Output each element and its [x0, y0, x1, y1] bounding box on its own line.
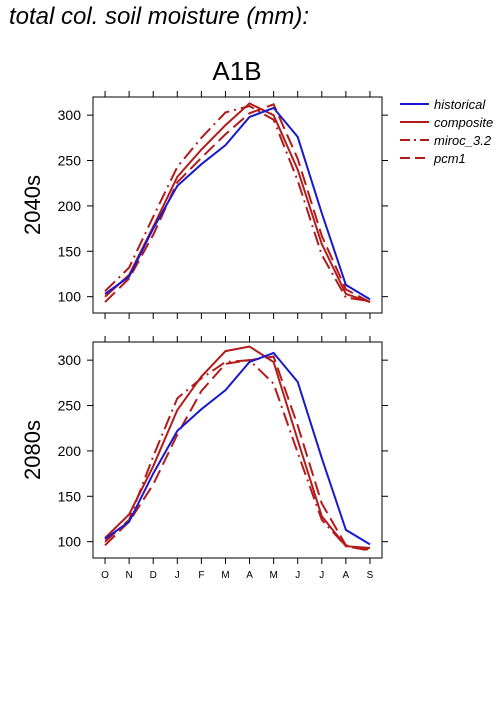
x-tick-label: S — [367, 570, 374, 581]
series-line-composite — [104, 102, 371, 304]
y-tick-label: 300 — [58, 107, 82, 123]
x-tick-label: A — [343, 570, 350, 581]
panels: 100 150 200 250 300 2040s 100 150 200 250 300 O N D J F… — [20, 91, 388, 581]
y-tick-label: 150 — [58, 243, 82, 259]
y-tick-label: 200 — [58, 198, 82, 214]
series-line-pcm1 — [104, 103, 371, 303]
x-tick-label: O — [101, 570, 109, 581]
panel-label: 2080s — [20, 420, 45, 480]
legend-item-composite: composite — [400, 115, 493, 130]
y-tick-label: 200 — [58, 443, 82, 459]
x-tick-label: N — [126, 570, 133, 581]
x-tick-label: A — [246, 570, 253, 581]
x-tick-label: J — [295, 570, 300, 581]
x-tick-label: M — [221, 570, 229, 581]
legend-item-miroc-3-2: miroc_3.2 — [400, 133, 492, 148]
x-tick-label: J — [319, 570, 324, 581]
legend-label: composite — [434, 115, 493, 130]
panel-2080s: 100 150 200 250 300 O N D J F M A M J J A S 2080s — [20, 336, 388, 581]
plot-frame — [92, 341, 383, 559]
y-tick-label: 250 — [58, 398, 82, 414]
legend-label: miroc_3.2 — [434, 133, 492, 148]
y-tick-label: 100 — [58, 534, 82, 550]
y-tick-label: 250 — [58, 153, 82, 169]
legend-label: historical — [434, 97, 486, 112]
series-line-miroc-3-2 — [104, 105, 371, 303]
series-line-miroc-3-2 — [104, 359, 371, 552]
y-tick-label: 100 — [58, 289, 82, 305]
legend-item-historical: historical — [400, 97, 486, 112]
legend-item-pcm1: pcm1 — [400, 151, 466, 166]
y-tick-label: 300 — [58, 352, 82, 368]
x-tick-label: M — [269, 570, 277, 581]
series-line-pcm1 — [104, 355, 371, 551]
x-tick-label: J — [175, 570, 180, 581]
x-tick-label: F — [198, 570, 204, 581]
plot-frame — [92, 96, 383, 314]
chart-title: A1B — [212, 56, 261, 86]
panel-label: 2040s — [20, 175, 45, 235]
x-tick-label: D — [150, 570, 157, 581]
series-line-historical — [104, 351, 371, 546]
series-line-composite — [104, 345, 371, 549]
legend: historical composite miroc_3.2 pcm1 — [400, 97, 493, 166]
page-title: total col. soil moisture (mm): — [9, 3, 310, 30]
legend-label: pcm1 — [433, 151, 466, 166]
panel-2040s: 100 150 200 250 300 2040s — [20, 91, 388, 319]
y-tick-label: 150 — [58, 488, 82, 504]
series-line-historical — [104, 106, 371, 301]
